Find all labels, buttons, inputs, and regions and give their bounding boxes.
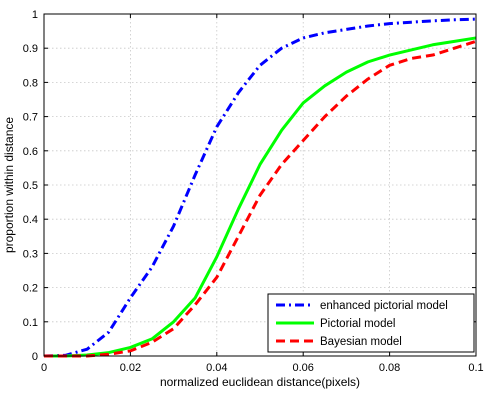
y-tick-label: 0.8 <box>23 77 38 89</box>
x-tick-labels: 0 0.02 0.04 0.06 0.08 0.1 <box>41 362 484 374</box>
y-tick-label: 0.6 <box>23 146 38 158</box>
x-tick-label: 0.02 <box>120 362 141 374</box>
x-axis-label: normalized euclidean distance(pixels) <box>160 375 360 389</box>
y-tick-label: 0.7 <box>23 112 38 124</box>
legend-label: enhanced pictorial model <box>320 300 448 312</box>
y-tick-labels: 0 0.1 0.2 0.3 0.4 0.5 0.6 0.7 0.8 0.9 1 <box>23 9 38 363</box>
x-tick-label: 0.04 <box>206 362 227 374</box>
y-tick-label: 0 <box>32 351 38 363</box>
legend-label: Pictorial model <box>320 318 395 330</box>
axis-ticks <box>43 13 477 357</box>
series-line-pictorial-model <box>44 36 477 358</box>
legend-label: Bayesian model <box>320 336 402 348</box>
x-tick-label: 0.1 <box>468 362 483 374</box>
y-tick-label: 0.5 <box>23 180 38 192</box>
grid-lines <box>44 14 476 356</box>
x-tick-label: 0.08 <box>379 362 400 374</box>
y-tick-label: 0.3 <box>23 248 38 260</box>
y-tick-label: 0.4 <box>23 214 38 226</box>
legend-entries: enhanced pictorial model Pictorial model B… <box>276 300 448 348</box>
y-tick-label: 1 <box>32 9 38 21</box>
legend: enhanced pictorial model Pictorial model B… <box>267 293 475 353</box>
x-tick-label: 0 <box>41 362 47 374</box>
y-tick-label: 0.2 <box>23 283 38 295</box>
x-tick-label: 0.06 <box>292 362 313 374</box>
series-layer <box>43 17 477 358</box>
y-tick-label: 0.9 <box>23 43 38 55</box>
y-axis-label: proportion within distance <box>2 117 16 253</box>
series-line-enhanced-pictorial-model <box>43 17 477 358</box>
y-tick-label: 0.1 <box>23 317 38 329</box>
series-line-bayesian-model <box>44 39 477 358</box>
